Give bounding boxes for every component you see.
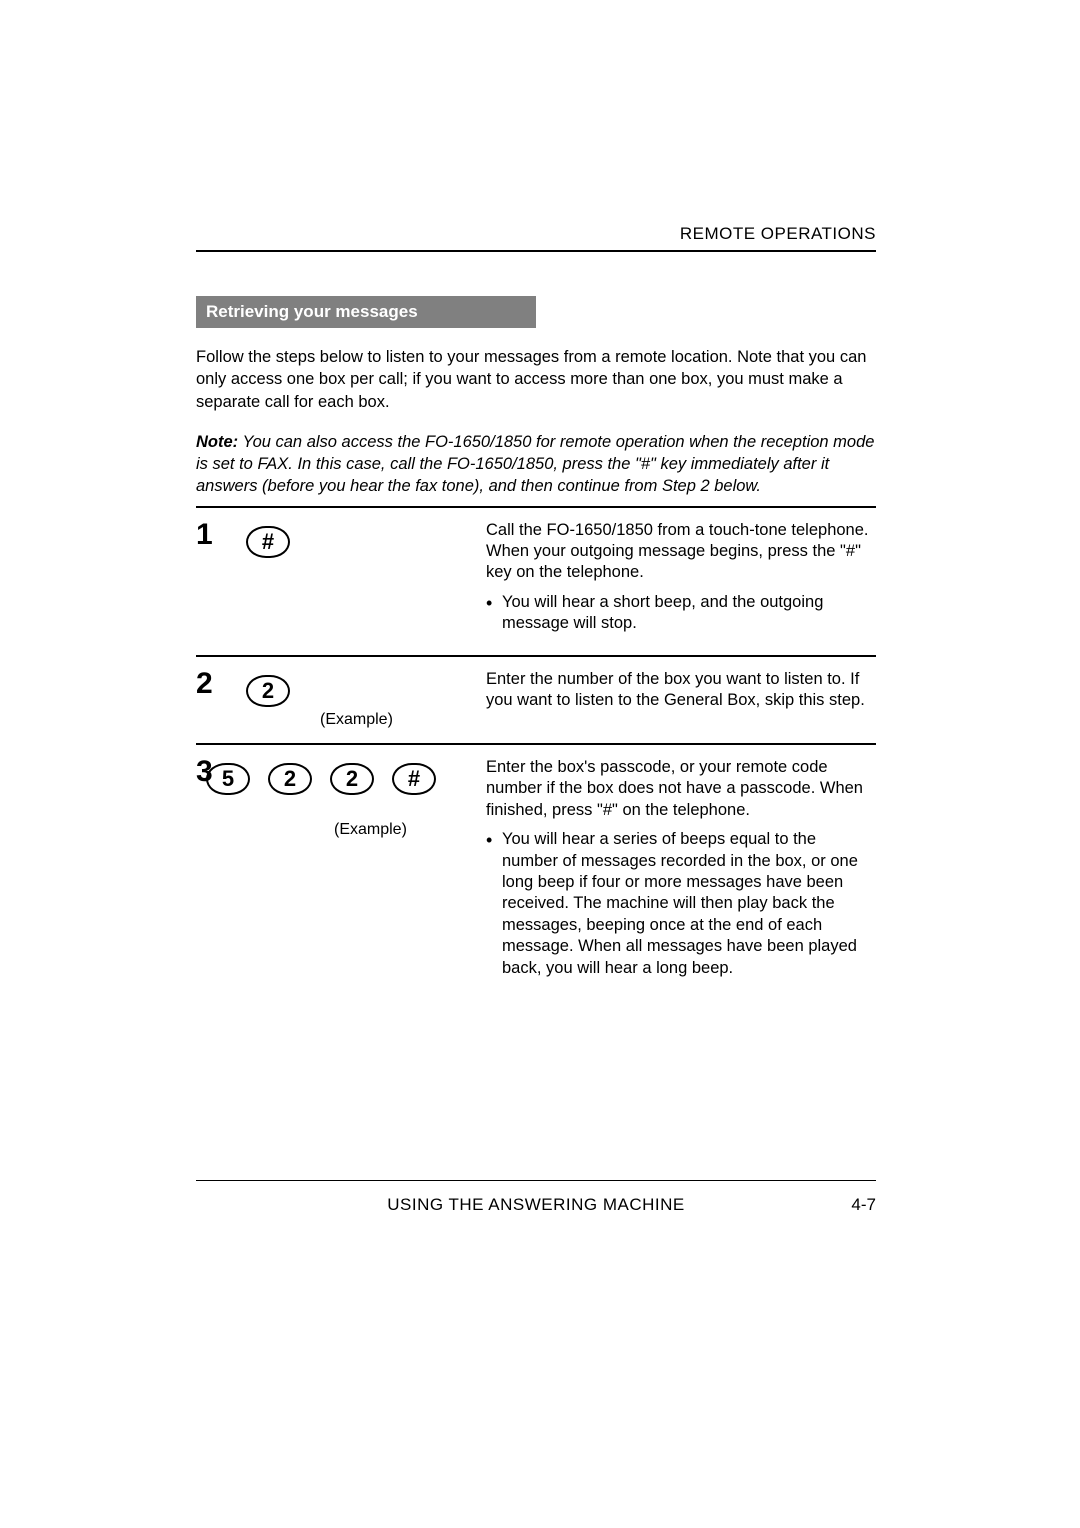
steps-list: 1 # Call the FO-1650/1850 from a touch-t… (196, 508, 876, 1000)
step-bullets: You will hear a short beep, and the outg… (486, 592, 876, 635)
page-content: REMOTE OPERATIONS Retrieving your messag… (196, 224, 876, 999)
bullet-item: You will hear a series of beeps equal to… (486, 829, 876, 979)
step-bullets: You will hear a series of beeps equal to… (486, 829, 876, 979)
note-label: Note: (196, 433, 238, 451)
key-hash-icon: # (392, 763, 436, 795)
key-5-icon: 5 (206, 763, 250, 795)
footer-title: USING THE ANSWERING MACHINE (387, 1195, 685, 1215)
key-row: # (246, 526, 486, 558)
key-row: 5 2 2 # (206, 763, 486, 795)
step-text: Call the FO-1650/1850 from a touch-tone … (486, 520, 876, 584)
page-number: 4-7 (851, 1195, 876, 1215)
note-paragraph: Note: You can also access the FO-1650/18… (196, 431, 876, 498)
step-1: 1 # Call the FO-1650/1850 from a touch-t… (196, 508, 876, 657)
step-text: Enter the box's passcode, or your remote… (486, 757, 876, 821)
example-label: (Example) (334, 821, 486, 839)
step-3: 3 5 2 2 # (Example) Enter the box's pass… (196, 745, 876, 999)
step-text: Enter the number of the box you want to … (486, 669, 876, 712)
step-2: 2 2 (Example) Enter the number of the bo… (196, 657, 876, 745)
key-illustration: 5 2 2 # (Example) (236, 757, 486, 985)
step-description: Call the FO-1650/1850 from a touch-tone … (486, 520, 876, 641)
key-illustration: 2 (Example) (236, 669, 486, 729)
intro-paragraph: Follow the steps below to listen to your… (196, 346, 876, 413)
step-number: 2 (196, 669, 236, 729)
example-label: (Example) (320, 711, 486, 729)
key-2-icon: 2 (268, 763, 312, 795)
key-2-icon: 2 (246, 675, 290, 707)
step-description: Enter the box's passcode, or your remote… (486, 757, 876, 985)
header-rule: REMOTE OPERATIONS (196, 224, 876, 252)
key-2-icon: 2 (330, 763, 374, 795)
page-footer: USING THE ANSWERING MACHINE 4-7 (196, 1180, 876, 1215)
footer-rule: USING THE ANSWERING MACHINE 4-7 (196, 1180, 876, 1215)
key-row: 2 (246, 675, 486, 707)
section-heading: Retrieving your messages (196, 296, 536, 328)
step-number: 1 (196, 520, 236, 641)
key-illustration: # (236, 520, 486, 641)
key-hash-icon: # (246, 526, 290, 558)
note-text: You can also access the FO-1650/1850 for… (196, 433, 874, 496)
bullet-item: You will hear a short beep, and the outg… (486, 592, 876, 635)
step-description: Enter the number of the box you want to … (486, 669, 876, 729)
running-header: REMOTE OPERATIONS (196, 224, 876, 244)
